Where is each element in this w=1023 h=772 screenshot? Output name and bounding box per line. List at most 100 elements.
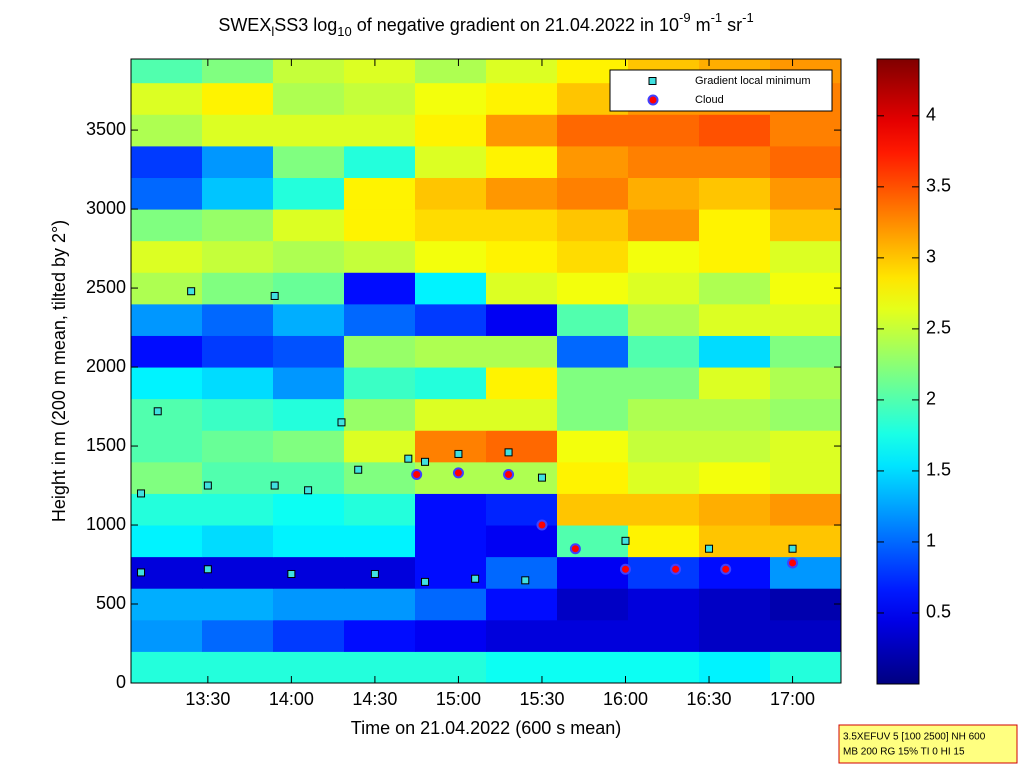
heat-cell xyxy=(131,398,203,431)
heat-cell xyxy=(486,651,558,683)
heat-cell xyxy=(344,303,416,336)
heat-cell xyxy=(131,303,203,336)
heat-cell xyxy=(628,588,700,621)
title-part: l xyxy=(271,24,274,39)
heat-cell xyxy=(770,493,841,526)
gradient-minimum xyxy=(421,457,430,466)
heat-cell xyxy=(202,556,274,589)
x-tick-label: 15:30 xyxy=(519,689,564,709)
gradient-minimum xyxy=(337,418,346,427)
heat-cell xyxy=(699,367,771,400)
heat-cell xyxy=(202,335,274,368)
heat-cell xyxy=(557,430,629,463)
heat-cell xyxy=(628,367,700,400)
colorbar-tick-label: 4 xyxy=(926,105,936,125)
heat-cell xyxy=(628,209,700,242)
heat-cell xyxy=(273,525,345,558)
heat-cell xyxy=(344,114,416,147)
heat-cell xyxy=(202,59,274,84)
info-text: 3.5XEFUV 5 [100 2500] NH 600 xyxy=(843,732,986,743)
heat-cell xyxy=(273,303,345,336)
heat-cell xyxy=(202,398,274,431)
heat-cell xyxy=(699,461,771,494)
heat-cell xyxy=(344,59,416,84)
heat-cell xyxy=(486,59,558,84)
x-tick-label: 14:30 xyxy=(352,689,397,709)
legend-box xyxy=(609,69,833,112)
heat-cell xyxy=(415,145,487,178)
heatmap xyxy=(131,59,841,683)
heat-cell xyxy=(699,303,771,336)
heat-cell xyxy=(131,177,203,210)
heat-cell xyxy=(486,398,558,431)
heat-cell xyxy=(415,114,487,147)
heat-cell xyxy=(486,145,558,178)
heat-cell xyxy=(273,493,345,526)
heat-cell xyxy=(273,82,345,115)
heat-cell xyxy=(202,430,274,463)
heat-cell xyxy=(486,335,558,368)
colorbar xyxy=(876,58,920,685)
heat-cell xyxy=(131,114,203,147)
gradient-minimum xyxy=(370,569,379,578)
gradient-minimum xyxy=(504,448,513,457)
heat-cell xyxy=(628,398,700,431)
heat-cell xyxy=(415,177,487,210)
heat-cell xyxy=(344,619,416,652)
heat-cell xyxy=(557,588,629,621)
heat-cell xyxy=(557,398,629,431)
heat-cell xyxy=(273,272,345,305)
heat-cell xyxy=(415,209,487,242)
heat-cell xyxy=(344,145,416,178)
legend-label: Gradient local minimum xyxy=(695,75,811,87)
heat-cell xyxy=(628,335,700,368)
heat-cell xyxy=(202,114,274,147)
legend-label: Cloud xyxy=(695,94,724,106)
heat-cell xyxy=(699,556,771,589)
gradient-minimum xyxy=(153,407,162,416)
heat-cell xyxy=(131,240,203,273)
heat-cell xyxy=(131,209,203,242)
heat-cell xyxy=(202,145,274,178)
heat-cell xyxy=(557,114,629,147)
heat-cell xyxy=(557,177,629,210)
heat-cell xyxy=(415,240,487,273)
heat-cell xyxy=(770,588,841,621)
title-part: SS3 log xyxy=(274,15,337,35)
x-tick-label: 13:30 xyxy=(185,689,230,709)
y-tick-label: 3500 xyxy=(86,119,126,139)
cloud-point xyxy=(536,519,548,531)
cloud-point xyxy=(503,468,515,480)
cloud-point xyxy=(452,467,464,479)
heat-cell xyxy=(273,335,345,368)
y-tick-label: 1000 xyxy=(86,514,126,534)
heat-cell xyxy=(486,367,558,400)
heat-cell xyxy=(344,651,416,683)
cloud-point xyxy=(787,557,799,569)
heat-cell xyxy=(273,367,345,400)
heat-cell xyxy=(415,525,487,558)
legend-marker xyxy=(647,94,659,106)
heat-cell xyxy=(486,177,558,210)
heat-cell xyxy=(415,272,487,305)
heat-cell xyxy=(415,461,487,494)
gradient-minimum xyxy=(421,577,430,586)
heat-cell xyxy=(344,335,416,368)
heat-cell xyxy=(770,145,841,178)
y-tick-label: 3000 xyxy=(86,198,126,218)
heat-cell xyxy=(770,525,841,558)
x-tick-label: 17:00 xyxy=(770,689,815,709)
heat-cell xyxy=(486,525,558,558)
heat-cell xyxy=(202,367,274,400)
heat-cell xyxy=(557,335,629,368)
heat-cell xyxy=(415,398,487,431)
heat-cell xyxy=(557,619,629,652)
heat-cell xyxy=(415,59,487,84)
x-axis-label: Time on 21.04.2022 (600 s mean) xyxy=(351,718,622,738)
heat-cell xyxy=(557,493,629,526)
heat-cell xyxy=(557,145,629,178)
heat-cell xyxy=(486,240,558,273)
heat-cell xyxy=(557,272,629,305)
gradient-minimum xyxy=(788,544,797,553)
gradient-minimum xyxy=(187,287,196,296)
